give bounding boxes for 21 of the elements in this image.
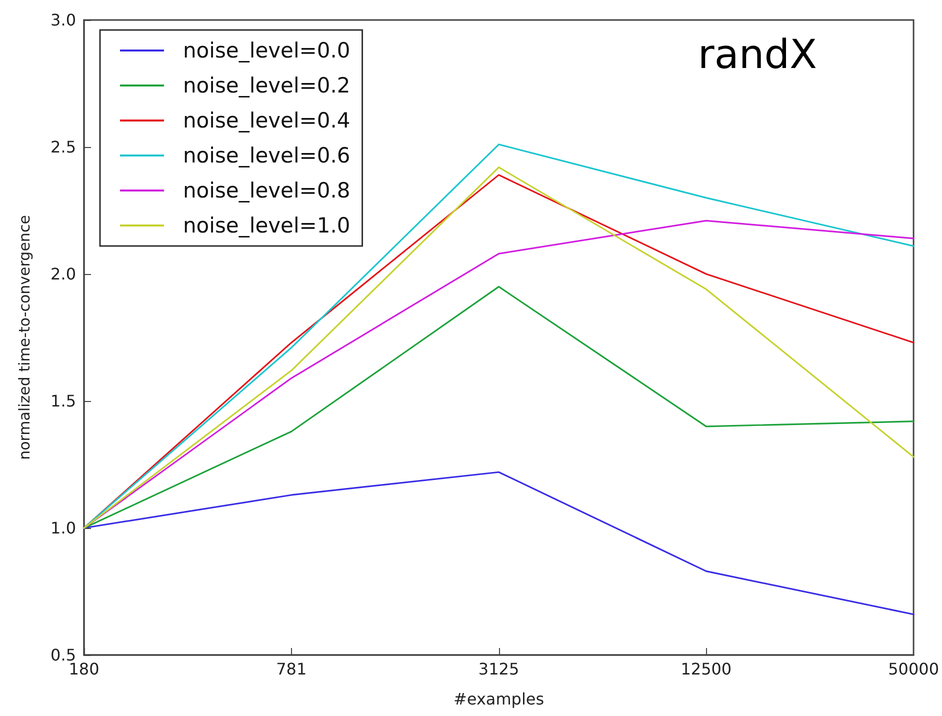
legend-label: noise_level=0.8 (183, 178, 350, 202)
legend-label: noise_level=0.4 (183, 108, 350, 132)
legend-label: noise_level=0.6 (183, 144, 350, 168)
x-tick-label: 50000 (888, 660, 940, 678)
x-tick-label: 12500 (680, 660, 732, 678)
annotation: randX (698, 32, 818, 78)
line-series (83, 471, 914, 616)
y-tick-label: 3.0 (50, 10, 76, 30)
x-tick-label: 781 (276, 660, 307, 678)
legend-label: noise_level=0.0 (183, 38, 350, 62)
x-axis-title: #examples (453, 690, 544, 708)
y-tick-label: 1.5 (50, 392, 76, 410)
x-tick-label: 180 (68, 660, 100, 678)
legend-label: noise_level=1.0 (183, 214, 350, 238)
x-tick-label: 3125 (478, 660, 520, 678)
line-series (83, 286, 914, 529)
legend-label: noise_level=0.2 (183, 74, 350, 98)
y-tick-label: 2.0 (50, 264, 76, 284)
y-tick-label: 1.0 (50, 518, 76, 538)
y-tick-label: 2.5 (50, 138, 76, 156)
y-axis-title: normalized time-to-convergence (16, 215, 34, 460)
